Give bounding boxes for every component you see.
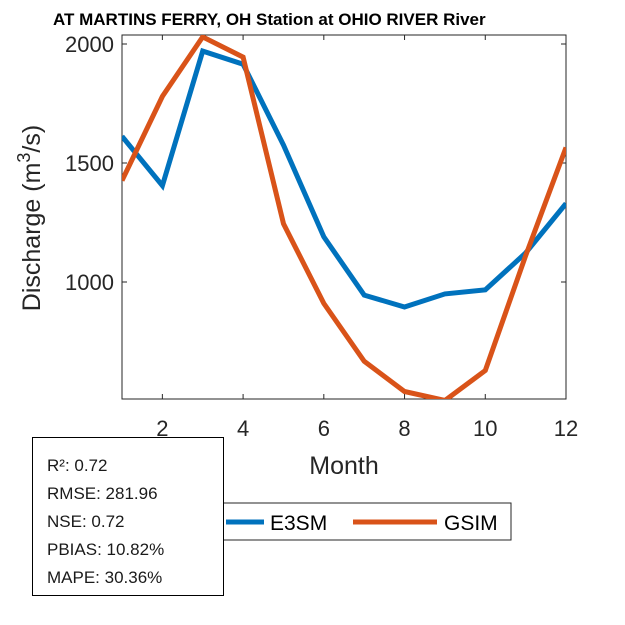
legend-label-gsim: GSIM — [444, 512, 498, 535]
chart-title: AT MARTINS FERRY, OH Station at OHIO RIV… — [53, 10, 486, 29]
x-tick-label: 10 — [473, 416, 497, 441]
series-line-e3sm — [122, 47, 566, 310]
y-tick-label: 1000 — [65, 270, 114, 295]
stat-mape: MAPE: 30.36% — [47, 568, 163, 587]
x-tick-label: 6 — [318, 416, 330, 441]
stat-rmse: RMSE: 281.96 — [47, 484, 158, 503]
x-tick-label: 2 — [156, 416, 168, 441]
legend-label-e3sm: E3SM — [270, 512, 327, 535]
stat-pbias: PBIAS: 10.82% — [47, 540, 165, 559]
series-line-gsim — [122, 35, 566, 399]
stats-box: R²: 0.72 RMSE: 281.96 NSE: 0.72 PBIAS: 1… — [32, 437, 224, 596]
x-tick-label: 4 — [237, 416, 249, 441]
y-axis-label: Discharge (m3/s) — [14, 125, 46, 311]
x-tick-label: 8 — [398, 416, 410, 441]
y-tick-label: 2000 — [65, 32, 114, 57]
stat-r2: R²: 0.72 — [47, 456, 108, 475]
stat-nse: NSE: 0.72 — [47, 512, 125, 531]
x-tick-label: 12 — [554, 416, 578, 441]
x-axis-label: Month — [309, 452, 378, 480]
plot-area — [121, 34, 567, 400]
y-tick-label: 1500 — [65, 151, 114, 176]
